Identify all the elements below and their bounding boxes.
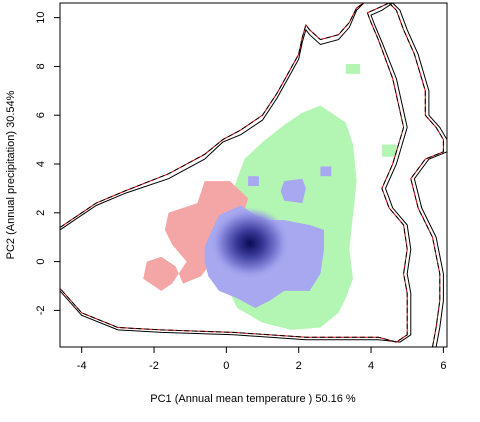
extent-outline-red <box>388 3 444 347</box>
axes: -4 -2 0 2 4 6 -2 0 2 4 6 8 10 <box>35 12 447 372</box>
x-tick-label: -4 <box>77 360 87 372</box>
y-tick-label: 10 <box>35 12 47 24</box>
y-tick-label: 0 <box>35 259 47 265</box>
extent-outline-solid <box>60 3 412 343</box>
y-tick-label: 2 <box>35 210 47 216</box>
y-tick-label: 8 <box>35 63 47 69</box>
plot-frame <box>59 2 448 348</box>
x-tick-label: 4 <box>368 360 374 372</box>
extent-outline-solid <box>392 3 447 347</box>
density-peak <box>209 207 290 280</box>
green-niche-spot <box>345 64 361 74</box>
y-tick-label: 6 <box>35 112 47 118</box>
blue-overlap-spot <box>320 166 332 177</box>
x-tick-label: 6 <box>440 360 446 372</box>
extent-outline-dashed <box>388 3 444 347</box>
extent-outline-dashed <box>60 3 408 343</box>
y-axis-title: PC2 (Annual precipitation) 30.54% <box>5 90 17 259</box>
y-tick-label: -2 <box>35 306 47 316</box>
x-axis-title: PC1 (Annual mean temperature ) 50.16 % <box>150 393 356 405</box>
blue-overlap-spot <box>248 176 259 186</box>
x-tick-label: 0 <box>223 360 229 372</box>
y-tick-label: 4 <box>35 161 47 167</box>
blue-overlap-spot <box>280 178 306 204</box>
green-niche-spot <box>381 144 397 157</box>
plot-area <box>60 3 447 347</box>
x-tick-label: -2 <box>149 360 159 372</box>
x-tick-label: 2 <box>296 360 302 372</box>
pink-niche-region <box>143 181 249 291</box>
